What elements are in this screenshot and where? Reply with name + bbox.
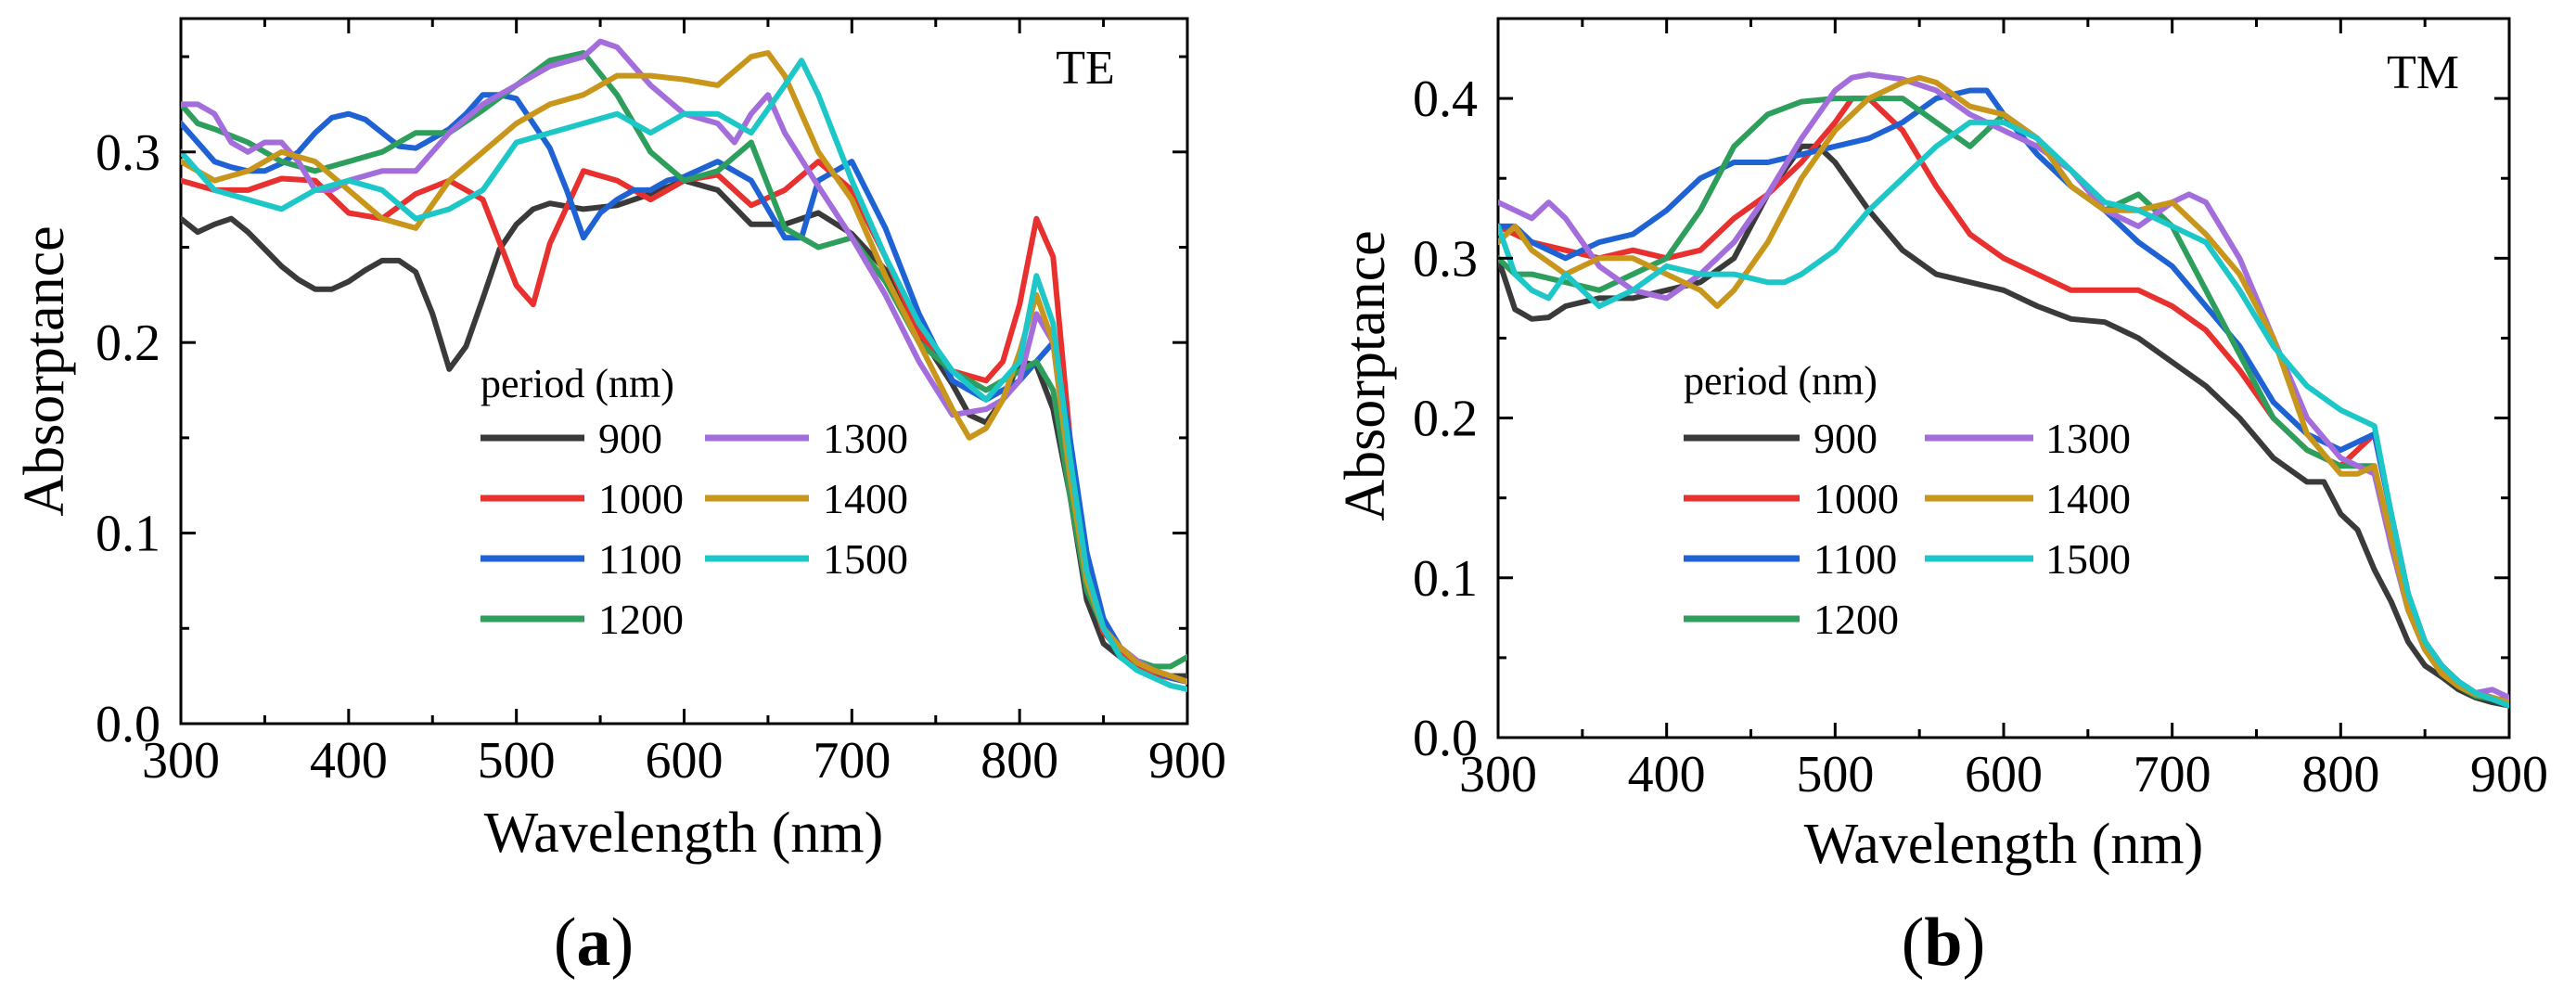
panel-caption: (a)	[554, 905, 634, 981]
caption-close-paren: )	[1963, 905, 1986, 981]
x-tick-label-600: 600	[1965, 746, 2043, 803]
caption-letter: a	[577, 905, 611, 981]
x-tick-label-800: 800	[980, 732, 1058, 790]
x-tick-label-700: 700	[2134, 746, 2211, 803]
y-tick-label: 0.2	[96, 315, 160, 372]
y-axis-title: Absorptance	[1334, 230, 1397, 520]
series-line-1000	[1498, 96, 2509, 706]
legend-label-1400: 1400	[823, 475, 908, 522]
x-tick-label-900: 900	[2470, 746, 2548, 803]
plot-frame	[1496, 17, 2511, 739]
series-line-1500	[1498, 119, 2509, 709]
legend-label-1000: 1000	[1813, 475, 1899, 522]
series-layer	[181, 38, 1187, 692]
series-line-900	[1498, 143, 2509, 709]
panel-a: 300 400 500 600 700 800 900 0.0 0.1 0.2 0.3 TE Wav…	[13, 17, 1226, 981]
panel-tag: TE	[1056, 42, 1115, 95]
legend-label-1500: 1500	[823, 535, 908, 583]
y-tick-label: 0.0	[1413, 710, 1478, 767]
series-line-1200	[181, 50, 1187, 670]
series-layer	[1498, 71, 2509, 709]
legend: period (nm) 900 1000 1100 1200 1300 1400…	[481, 361, 908, 643]
legend-label-1100: 1100	[1813, 535, 1897, 583]
legend: period (nm) 900 1000 1100 1200 1300 1400…	[1684, 358, 2131, 643]
series-line-1100	[181, 92, 1187, 685]
y-tick-label: 0.3	[1413, 230, 1478, 288]
x-tick-label-900: 900	[1148, 732, 1226, 790]
legend-label-1100: 1100	[598, 535, 682, 583]
panel-tag: TM	[2387, 46, 2459, 99]
series-line-1300	[1498, 71, 2509, 700]
legend-label-1300: 1300	[2045, 415, 2131, 462]
y-tick-label: 0.1	[1413, 550, 1478, 608]
x-tick-label-600: 600	[646, 732, 724, 790]
legend-label-1400: 1400	[2045, 475, 2131, 522]
y-tick-label: 0.4	[1413, 71, 1478, 128]
x-tick-label-500: 500	[1796, 746, 1874, 803]
tick-layer: 300 400 500 600 700 800 900 0.0 0.1 0.2 0.3 0.4	[1413, 19, 2548, 803]
legend-label-1000: 1000	[598, 475, 684, 522]
y-tick-label: 0.3	[96, 124, 160, 182]
caption-open-paren: (	[554, 905, 577, 981]
x-tick-label-300: 300	[1459, 746, 1537, 803]
x-tick-label-300: 300	[142, 732, 220, 790]
y-axis-title: Absorptance	[13, 225, 76, 516]
legend-label-1500: 1500	[2045, 535, 2131, 583]
legend-label-1200: 1200	[1813, 596, 1899, 643]
caption-close-paren: )	[611, 905, 634, 981]
series-line-900	[181, 177, 1187, 679]
legend-label-1300: 1300	[823, 415, 908, 462]
x-tick-label-800: 800	[2301, 746, 2379, 803]
tick-layer: 300 400 500 600 700 800 900 0.0 0.1 0.2 0.3	[96, 19, 1226, 790]
x-axis-title: Wavelength (nm)	[484, 802, 884, 865]
x-tick-label-400: 400	[310, 732, 388, 790]
series-line-1500	[181, 58, 1187, 692]
y-tick-label: 0.1	[96, 506, 160, 563]
x-tick-label-400: 400	[1628, 746, 1706, 803]
y-tick-label: 0.2	[1413, 391, 1478, 448]
legend-title: period (nm)	[1684, 358, 1878, 404]
series-line-1000	[181, 159, 1187, 685]
x-tick-label-700: 700	[813, 732, 891, 790]
caption-letter: b	[1924, 905, 1962, 981]
caption-open-paren: (	[1902, 905, 1925, 981]
legend-label-900: 900	[1813, 415, 1878, 462]
x-tick-label-500: 500	[478, 732, 556, 790]
legend-label-1200: 1200	[598, 596, 684, 643]
series-line-1400	[1498, 74, 2509, 706]
series-line-1200	[1498, 96, 2509, 702]
legend-title: period (nm)	[481, 361, 674, 406]
series-line-1100	[1498, 87, 2509, 706]
legend-label-900: 900	[598, 415, 662, 462]
x-axis-title: Wavelength (nm)	[1804, 813, 2204, 876]
y-tick-label: 0.0	[96, 696, 160, 753]
panel-caption: (b)	[1902, 905, 1985, 981]
